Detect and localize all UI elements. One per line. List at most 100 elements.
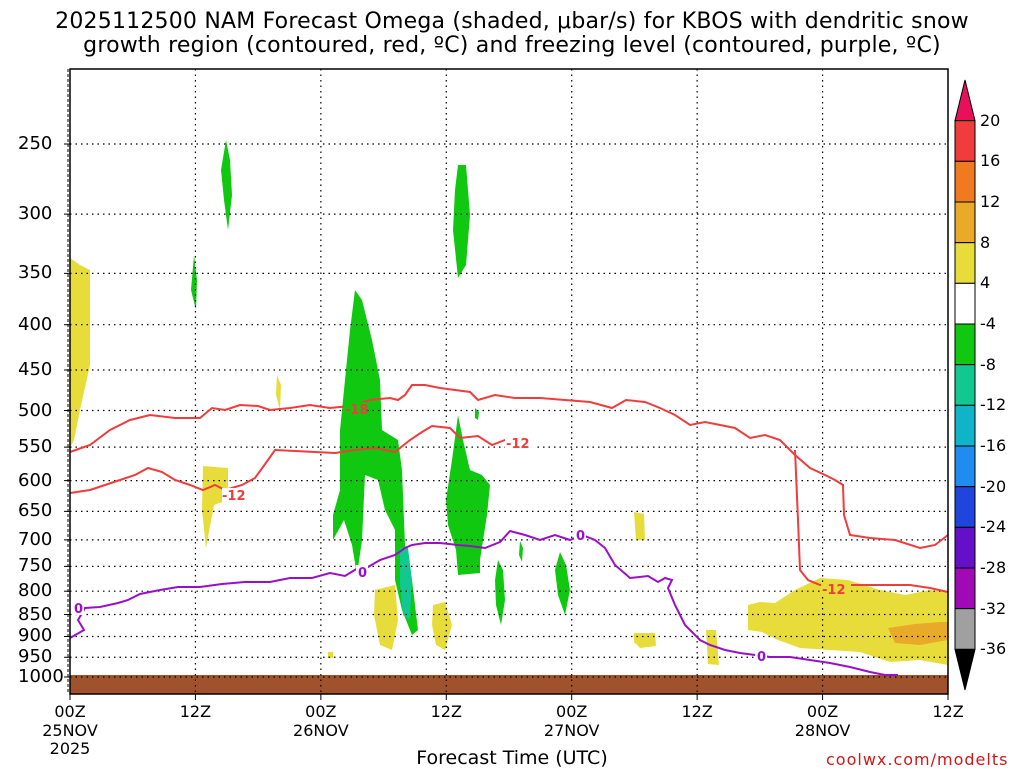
omega-negative-region <box>191 255 197 310</box>
y-tick-label: 650 <box>18 500 53 522</box>
chart-title-line2: growth region (contoured, red, ºC) and f… <box>83 33 941 58</box>
y-tick-label: 750 <box>18 555 53 577</box>
colorbar-label: -36 <box>980 639 1007 659</box>
contour-label-purple-mid2: 0 <box>576 529 585 544</box>
omega-shading <box>70 140 948 665</box>
contour-label-purple-mid1: 0 <box>358 566 367 581</box>
x-tick-label: 12Z <box>430 702 462 721</box>
colorbar-label: -20 <box>980 476 1007 496</box>
colorbar-label: -4 <box>980 314 996 333</box>
omega-positive-region <box>328 652 333 658</box>
colorbar-label: -8 <box>980 354 996 374</box>
chart-title-line1: 2025112500 NAM Forecast Omega (shaded, μ… <box>55 9 969 34</box>
y-tick-label: 600 <box>18 469 53 491</box>
axis-ticks <box>64 143 949 700</box>
ground-surface-top <box>70 675 948 686</box>
y-tick-label: 1000 <box>18 666 64 687</box>
omega-negative-region <box>555 552 570 615</box>
contour-label-red-lower-right: -12 <box>822 583 846 598</box>
contour-labels: -18 -12 -12 -12 0 0 0 0 <box>72 402 851 665</box>
y-tick-label: 950 <box>18 646 53 668</box>
contour-label-red-lower-left: -12 <box>222 489 246 504</box>
colorbar-swatch <box>954 323 976 366</box>
x-tick-year-label: 2025 <box>49 739 91 758</box>
omega-positive-region <box>706 630 719 665</box>
x-tick-date-label: 26NOV <box>293 721 349 740</box>
dgz-contour-lower <box>69 424 516 494</box>
y-tick-label: 800 <box>18 580 53 602</box>
y-tick-label: 500 <box>18 399 53 421</box>
colorbar-swatch <box>954 120 976 162</box>
x-axis-title: Forecast Time (UTC) <box>416 747 608 769</box>
y-tick-label: 250 <box>18 133 53 154</box>
omega-negative-region <box>221 140 232 230</box>
y-tick-label: 550 <box>18 436 53 458</box>
omega-negative-region <box>400 548 412 620</box>
plot-frame <box>69 68 949 695</box>
colorbar-label: -12 <box>980 395 1007 415</box>
colorbar-label: 12 <box>980 192 1001 211</box>
colorbar-swatch <box>954 404 976 447</box>
colorbar-label: -28 <box>980 558 1007 577</box>
colorbar-label: 20 <box>980 110 1001 130</box>
colorbar-swatch <box>954 608 976 650</box>
contour-label-red-upper: -18 <box>345 403 369 418</box>
colorbar-swatch <box>954 445 976 488</box>
colorbar-label: 16 <box>980 151 1001 171</box>
x-tick-date-label: 28NOV <box>794 721 851 740</box>
x-tick-date-label: 25NOV <box>42 721 98 740</box>
colorbar-label: -16 <box>980 436 1007 455</box>
y-tick-label: 700 <box>18 528 53 550</box>
colorbar-swatch <box>954 160 976 203</box>
credit-link[interactable]: coolwx.com/modelts <box>826 750 1009 769</box>
colorbar-label: 8 <box>980 232 991 252</box>
omega-positive-region <box>70 258 90 448</box>
omega-negative-region <box>453 165 470 278</box>
x-tick-label: 12Z <box>681 702 713 721</box>
omega-positive-region <box>276 375 281 410</box>
contour-label-purple-right: 0 <box>757 650 766 665</box>
x-tick-label: 12Z <box>932 702 964 721</box>
omega-positive-region <box>748 578 948 665</box>
x-tick-label: 00Z <box>806 702 839 721</box>
omega-negative-region <box>446 415 490 575</box>
omega-negative-region <box>495 560 505 625</box>
grid-lines <box>70 69 948 694</box>
dgz-contour-upper <box>69 384 949 550</box>
omega-positive-region <box>888 622 948 645</box>
y-tick-label: 400 <box>18 313 53 335</box>
omega-positive-region <box>634 512 645 540</box>
y-tick-label: 850 <box>18 603 53 625</box>
x-tick-label: 00Z <box>305 702 337 721</box>
colorbar-swatch <box>954 201 976 244</box>
omega-negative-region <box>475 408 479 420</box>
colorbar <box>954 79 976 691</box>
x-tick-label: 00Z <box>54 702 86 721</box>
omega-negative-region <box>333 290 418 635</box>
y-tick-label: 350 <box>18 262 53 284</box>
omega-negative-region <box>519 541 523 562</box>
contour-label-purple-left: 0 <box>74 602 83 617</box>
freezing-level-contour <box>69 529 898 676</box>
colorbar-swatch <box>954 79 976 122</box>
contour-label-red-upper-mid: -12 <box>506 437 530 452</box>
colorbar-swatch <box>954 282 976 325</box>
colorbar-label: -32 <box>980 598 1007 618</box>
omega-positive-region <box>202 466 228 548</box>
y-tick-label: 900 <box>18 625 53 647</box>
omega-positive-region <box>634 633 656 648</box>
y-tick-label: 300 <box>18 203 53 225</box>
y-tick-label: 450 <box>18 358 53 380</box>
colorbar-swatch <box>954 486 976 528</box>
colorbar-label: -24 <box>980 517 1007 537</box>
colorbar-label: 4 <box>980 273 991 293</box>
omega-positive-region <box>374 585 398 650</box>
colorbar-swatch <box>954 242 976 284</box>
colorbar-swatch <box>954 567 976 610</box>
x-tick-label: 12Z <box>179 702 212 721</box>
colorbar-swatch <box>954 648 976 691</box>
x-tick-date-label: 27NOV <box>543 721 600 740</box>
colorbar-swatch <box>954 526 976 569</box>
x-tick-label: 00Z <box>556 702 588 721</box>
